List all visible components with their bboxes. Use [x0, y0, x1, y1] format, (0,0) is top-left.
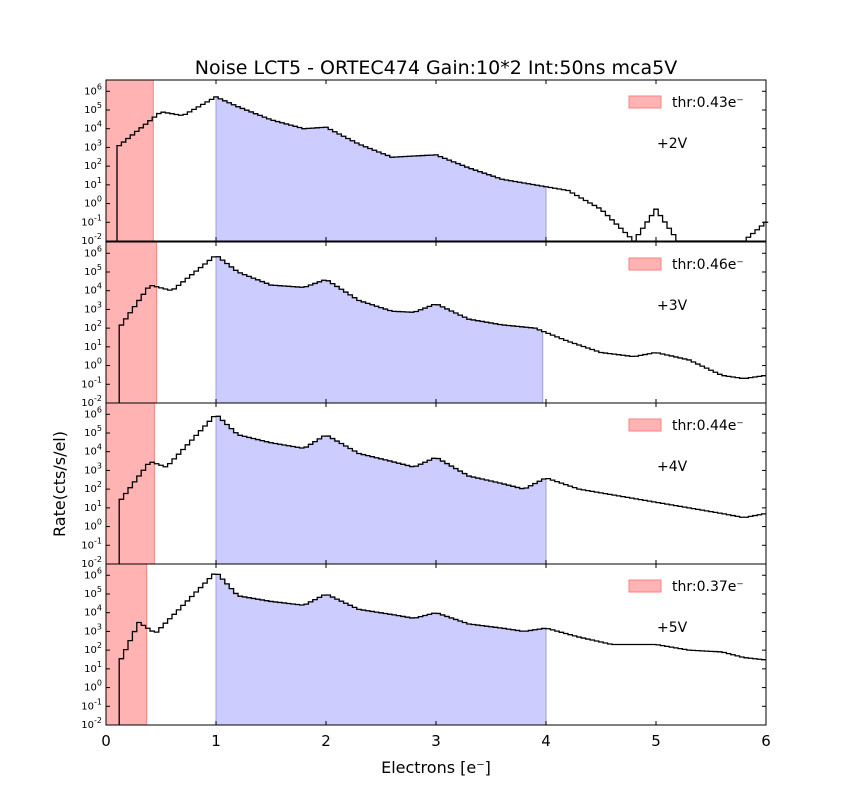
legend-label: thr:0.44e⁻: [672, 418, 744, 434]
x-tick-label: 5: [651, 732, 661, 750]
x-tick-label: 4: [541, 732, 551, 750]
panels: 10-2 10-1 100 101 102 103 104 105 106 thr:0.43e⁻ +…: [81, 79, 769, 731]
signal-region: [215, 415, 547, 565]
x-tick-label: 3: [431, 732, 441, 750]
y-tick-label: 100: [84, 357, 102, 372]
histogram-line: [118, 415, 766, 564]
y-tick-label: 106: [84, 82, 102, 97]
histogram-line: [118, 573, 766, 725]
threshold-region: [105, 79, 154, 242]
y-tick-label: 101: [84, 499, 102, 514]
legend-swatch: [628, 257, 662, 271]
y-tick-label: 103: [84, 461, 102, 476]
legend: thr:0.44e⁻: [628, 418, 744, 434]
signal-region: [215, 96, 547, 242]
legend: thr:0.46e⁻: [628, 257, 744, 273]
x-tick-label: 2: [321, 732, 331, 750]
voltage-label: +5V: [657, 620, 688, 636]
y-tick-label: 101: [84, 660, 102, 675]
x-axis-ticks: 0 1 2 3 4 5 6: [101, 732, 771, 750]
y-tick-label: 100: [84, 518, 102, 533]
y-tick-label: 10-1: [81, 697, 102, 712]
y-tick-label: 104: [84, 282, 102, 297]
x-axis-label: Electrons [e⁻]: [381, 758, 491, 777]
y-tick-label: 102: [84, 480, 102, 495]
legend: thr:0.37e⁻: [628, 579, 744, 595]
y-axis-label: Rate(cts/s/el): [50, 431, 69, 537]
y-tick-label: 101: [84, 338, 102, 353]
voltage-label: +2V: [657, 136, 688, 152]
y-tick-label: 105: [84, 101, 102, 116]
legend-swatch: [628, 579, 662, 593]
histogram-line: [118, 256, 766, 403]
y-tick-label: 10-1: [81, 375, 102, 390]
y-tick-label: 101: [84, 176, 102, 191]
y-tick-label: 104: [84, 443, 102, 458]
y-tick-label: 104: [84, 604, 102, 619]
y-tick-label: 102: [84, 157, 102, 172]
threshold-region: [105, 402, 155, 565]
x-tick-label: 0: [101, 732, 111, 750]
y-tick-label: 102: [84, 319, 102, 334]
signal-region: [215, 573, 547, 726]
legend: thr:0.43e⁻: [628, 95, 744, 111]
y-tick-label: 102: [84, 641, 102, 656]
x-tick-label: 6: [761, 732, 771, 750]
legend-swatch: [628, 95, 662, 109]
panel-3: 10-210-1100101102103104105106thr:0.44e⁻+…: [81, 402, 767, 570]
y-tick-label: 105: [84, 585, 102, 600]
legend-label: thr:0.46e⁻: [672, 257, 744, 273]
y-tick-label: 103: [84, 138, 102, 153]
histogram-line: [116, 96, 769, 242]
y-tick-label: 100: [84, 679, 102, 694]
y-tick-label: 103: [84, 622, 102, 637]
legend-swatch: [628, 418, 662, 432]
signal-region: [215, 256, 544, 404]
panel-4: 10-210-1100101102103104105106thr:0.37e⁻+…: [81, 563, 767, 731]
panel-2: 10-210-1100101102103104105106thr:0.46e⁻+…: [81, 241, 767, 409]
voltage-label: +4V: [657, 459, 688, 475]
panel-1: 10-210-1100101102103104105106thr:0.43e⁻+…: [81, 79, 769, 247]
y-tick-label: 105: [84, 424, 102, 439]
threshold-region: [105, 563, 148, 726]
y-tick-label: 103: [84, 300, 102, 315]
chart-title: Noise LCT5 - ORTEC474 Gain:10*2 Int:50ns…: [195, 57, 677, 79]
legend-label: thr:0.43e⁻: [672, 95, 744, 111]
y-tick-label: 100: [84, 195, 102, 210]
y-tick-label: 104: [84, 120, 102, 135]
y-tick-label: 10-2: [81, 716, 102, 731]
threshold-region: [105, 241, 158, 404]
voltage-label: +3V: [657, 298, 688, 314]
y-tick-label: 10-1: [81, 213, 102, 228]
y-tick-label: 105: [84, 263, 102, 278]
y-tick-label: 10-1: [81, 536, 102, 551]
legend-label: thr:0.37e⁻: [672, 579, 744, 595]
x-tick-label: 1: [211, 732, 221, 750]
